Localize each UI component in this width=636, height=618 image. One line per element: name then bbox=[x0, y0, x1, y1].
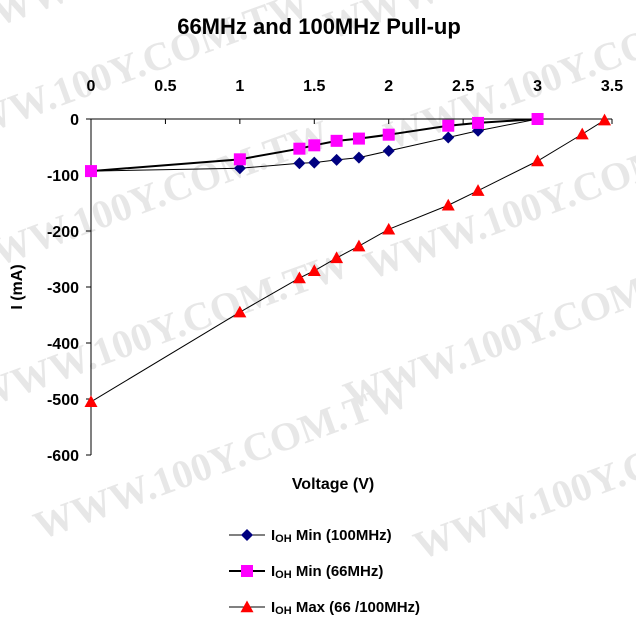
legend-marker-triangle bbox=[240, 600, 254, 613]
x-tick-label: 2.5 bbox=[452, 78, 474, 95]
data-point-square bbox=[442, 119, 455, 132]
data-point-diamond bbox=[382, 144, 395, 157]
y-tick-label: -500 bbox=[47, 392, 79, 409]
legend-label-rest: Min (66MHz) bbox=[292, 563, 384, 580]
data-point-triangle bbox=[352, 239, 366, 252]
data-point-triangle bbox=[382, 222, 396, 235]
data-point-triangle bbox=[598, 113, 612, 126]
y-axis-ticks: 0 -100 -200 -300 -400 -500 -600 bbox=[47, 112, 91, 465]
legend-label-rest: Max (66 /100MHz) bbox=[292, 599, 420, 616]
data-point-triangle bbox=[575, 127, 589, 140]
x-tick-label: 1.5 bbox=[303, 78, 325, 95]
x-axis-ticks: 0 0.5 1 1.5 2 2.5 3 3.5 bbox=[87, 78, 623, 124]
data-point-triangle bbox=[471, 184, 485, 196]
data-point-triangle bbox=[441, 198, 455, 211]
data-point-square bbox=[382, 128, 395, 141]
data-point-triangle bbox=[531, 154, 545, 167]
legend-label: IOH Min (66MHz) bbox=[271, 563, 383, 581]
y-axis-label: I (mA) bbox=[9, 264, 26, 309]
x-axis-label: Voltage (V) bbox=[292, 476, 374, 493]
x-tick-label: 2 bbox=[384, 78, 393, 95]
x-tick-label: 1 bbox=[235, 78, 244, 95]
legend-label-main: I bbox=[271, 599, 275, 616]
data-point-square bbox=[293, 142, 306, 155]
y-tick-label: -200 bbox=[47, 224, 79, 241]
legend-label-main: I bbox=[271, 563, 275, 580]
data-point-triangle bbox=[330, 251, 344, 264]
series-line-2 bbox=[90, 118, 538, 173]
legend-marker-square bbox=[241, 565, 253, 577]
data-point-diamond bbox=[352, 151, 365, 164]
x-tick-label: 3.5 bbox=[601, 78, 623, 95]
series-line-1 bbox=[90, 118, 538, 172]
series-markers bbox=[84, 113, 612, 407]
legend-label: IOH Max (66 /100MHz) bbox=[271, 599, 420, 617]
x-tick-label: 0.5 bbox=[154, 78, 176, 95]
legend: IOH Min (100MHz)IOH Min (66MHz)IOH Max (… bbox=[229, 527, 420, 617]
data-point-square bbox=[330, 134, 343, 147]
legend-label: IOH Min (100MHz) bbox=[271, 527, 392, 545]
chart-title: 66MHz and 100MHz Pull-up bbox=[177, 14, 461, 39]
data-point-square bbox=[472, 116, 485, 129]
legend-label-subscript: OH bbox=[275, 605, 292, 617]
data-point-triangle bbox=[292, 271, 306, 284]
series-lines bbox=[90, 118, 605, 403]
legend-label-main: I bbox=[271, 527, 275, 544]
watermark-text: WWW.100Y.COM.TW bbox=[408, 391, 636, 569]
data-point-diamond bbox=[293, 157, 306, 170]
data-point-triangle bbox=[84, 395, 98, 407]
data-point-square bbox=[308, 139, 321, 152]
y-tick-label: -100 bbox=[47, 168, 79, 185]
legend-label-subscript: OH bbox=[275, 533, 292, 545]
x-tick-label: 3 bbox=[533, 78, 542, 95]
data-point-square bbox=[233, 153, 246, 166]
legend-label-rest: Min (100MHz) bbox=[292, 527, 392, 544]
data-point-diamond bbox=[330, 153, 343, 166]
y-tick-label: 0 bbox=[70, 112, 79, 129]
watermark-text: WWW.100Y.COM.TW bbox=[28, 371, 415, 549]
data-point-triangle bbox=[233, 305, 247, 318]
legend-label-subscript: OH bbox=[275, 569, 292, 581]
y-tick-label: -600 bbox=[47, 448, 79, 465]
data-point-diamond bbox=[442, 131, 455, 144]
data-point-square bbox=[531, 113, 544, 125]
data-point-diamond bbox=[308, 156, 321, 169]
legend-marker-diamond bbox=[241, 529, 253, 541]
data-point-triangle bbox=[307, 264, 321, 276]
data-point-square bbox=[352, 132, 365, 145]
series-line-3 bbox=[90, 119, 605, 403]
y-tick-label: -400 bbox=[47, 336, 79, 353]
y-tick-label: -300 bbox=[47, 280, 79, 297]
data-point-square bbox=[85, 165, 97, 178]
x-tick-label: 0 bbox=[87, 78, 96, 95]
